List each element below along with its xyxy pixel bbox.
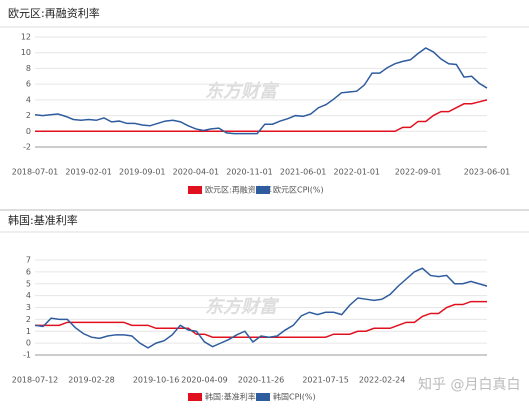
x-tick-label: 2020-04-09 (181, 376, 228, 385)
x-tick-label: 2020-11-26 (238, 376, 285, 385)
legend-label: 韩国:基准利率 (205, 392, 256, 402)
y-tick-label: 12 (21, 33, 31, 42)
y-tick-label: -2 (23, 143, 31, 152)
legend-label: 欧元区:再融资利率 (205, 185, 272, 195)
line-series (34, 267, 488, 349)
y-tick-label: 0 (26, 339, 31, 348)
y-tick-label: 4 (26, 291, 31, 300)
x-tick-label: 2021-06-01 (280, 168, 327, 177)
x-tick-label: 2023-06-01 (464, 168, 511, 177)
x-tick-label: 2022-01-01 (334, 168, 381, 177)
x-tick-label: 2018-07-12 (12, 376, 59, 385)
y-tick-label: 2 (26, 111, 31, 120)
y-tick-label: 0 (26, 127, 31, 136)
x-tick-label: 2020-04-01 (173, 168, 220, 177)
y-tick-label: 8 (26, 64, 31, 73)
watermark: 东方财富 (205, 81, 280, 102)
legend-swatch (188, 186, 202, 194)
y-tick-label: 7 (26, 256, 31, 265)
zhihu-watermark: 知乎 @月白真白 (418, 376, 520, 393)
x-tick-label: 2019-10-16 (133, 376, 180, 385)
chart-title: 韩国:基准利率 (8, 213, 78, 227)
y-tick-label: 4 (26, 95, 31, 104)
x-tick-label: 2019-02-01 (65, 168, 112, 177)
legend-swatch (256, 186, 270, 194)
y-tick-label: 10 (21, 48, 31, 57)
y-tick-label: 6 (26, 267, 31, 276)
legend-swatch (188, 393, 202, 401)
legend-swatch (256, 393, 270, 401)
y-tick-label: 6 (26, 80, 31, 89)
x-tick-label: 2021-07-15 (302, 376, 349, 385)
legend-label: 欧元区CPI(%) (273, 185, 324, 195)
x-tick-label: 2022-02-24 (359, 376, 406, 385)
y-tick-label: 5 (26, 279, 31, 288)
y-tick-label: 3 (26, 303, 31, 312)
y-tick-label: 2 (26, 315, 31, 324)
x-tick-label: 2019-02-28 (68, 376, 115, 385)
line-series (34, 47, 488, 135)
legend-label: 韩国CPI(%) (273, 392, 316, 402)
line-series (35, 300, 487, 338)
line-series (35, 99, 488, 133)
chart-title: 欧元区:再融资利率 (8, 6, 100, 20)
x-tick-label: 2018-07-01 (12, 168, 59, 177)
x-tick-label: 2020-11-01 (226, 168, 273, 177)
y-tick-label: -1 (23, 351, 31, 360)
y-tick-label: 1 (26, 327, 31, 336)
x-tick-label: 2022-09-01 (395, 168, 442, 177)
x-tick-label: 2019-09-01 (119, 168, 166, 177)
